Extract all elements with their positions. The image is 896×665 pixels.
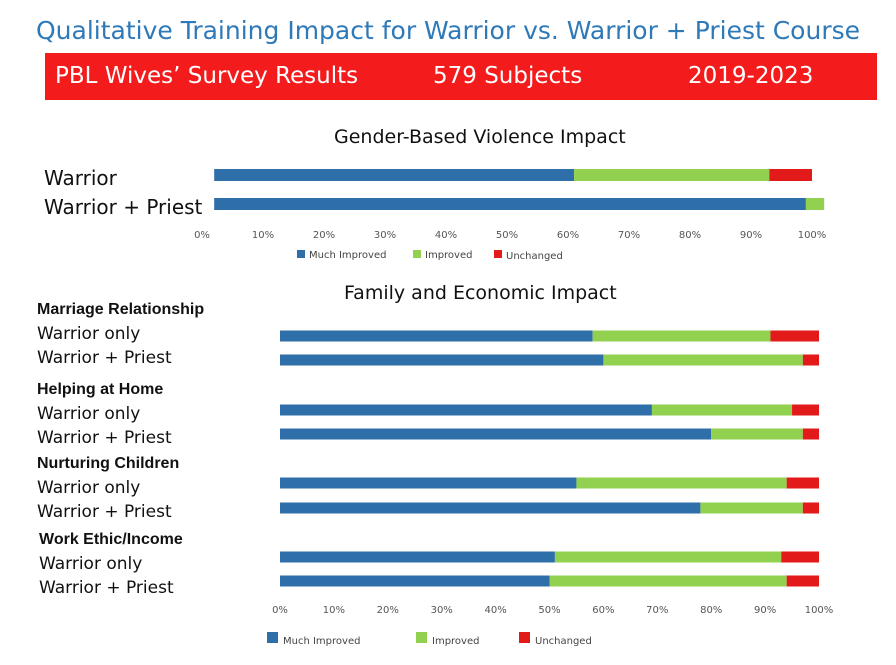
group-label: Helping at Home (37, 381, 164, 398)
banner-years: 2019-2023 (688, 63, 814, 89)
chart1-x-tick-label: 50% (496, 230, 518, 241)
chart1-x-tick-label: 40% (435, 230, 457, 241)
chart1-legend-swatch (297, 250, 305, 258)
chart2-bar-much-improved (280, 428, 712, 440)
chart2-bar-improved (700, 502, 803, 514)
group-label: Nurturing Children (37, 455, 180, 472)
chart2-bar-much-improved (280, 404, 652, 416)
chart2-bar-much-improved (280, 354, 604, 366)
chart2-bar-improved (554, 551, 782, 563)
chart2-bar-unchanged (792, 404, 819, 416)
chart2-x-tick-label: 100% (805, 605, 834, 616)
chart2-bar-much-improved (280, 502, 701, 514)
chart2-bar-improved (603, 354, 803, 366)
row-label: Warrior + Priest (37, 502, 172, 522)
chart2-bar-improved (576, 477, 787, 489)
subtitle-banner: PBL Wives’ Survey Results 579 Subjects 2… (45, 53, 877, 100)
chart1-legend-label: Unchanged (506, 251, 563, 262)
chart2-bar-much-improved (280, 575, 550, 587)
chart1-row-label: Warrior (44, 166, 117, 190)
row-label: Warrior only (37, 404, 141, 424)
chart2-x-tick-label: 50% (538, 605, 560, 616)
chart2-x-tick-label: 0% (272, 605, 288, 616)
chart1-bar-improved (805, 198, 825, 210)
chart2-bar-much-improved (280, 477, 577, 489)
chart1-x-tick-label: 10% (252, 230, 274, 241)
group-label: Marriage Relationship (37, 301, 205, 318)
chart2-bar-unchanged (802, 428, 819, 440)
row-label: Warrior only (37, 324, 141, 344)
chart1-x-tick-label: 70% (618, 230, 640, 241)
chart2-legend-label: Improved (432, 636, 479, 647)
chart2-bar-improved (549, 575, 787, 587)
chart1-row-label: Warrior + Priest (44, 195, 203, 219)
chart2-x-tick-label: 90% (754, 605, 776, 616)
chart1-x-tick-label: 20% (313, 230, 335, 241)
chart1-x-tick-label: 30% (374, 230, 396, 241)
chart2-legend-swatch (416, 632, 427, 643)
chart2-legend-label: Unchanged (535, 636, 592, 647)
row-label: Warrior only (37, 478, 141, 498)
chart2-bar-unchanged (781, 551, 819, 563)
chart1-x-tick-label: 100% (798, 230, 827, 241)
chart2-x-tick-label: 30% (431, 605, 453, 616)
chart2-title: Family and Economic Impact (344, 282, 617, 304)
chart2-legend-swatch (519, 632, 530, 643)
chart1-legend-swatch (413, 250, 421, 258)
chart1-bar-unchanged (769, 169, 812, 181)
chart2-bar-unchanged (786, 477, 819, 489)
group-label: Work Ethic/Income (39, 531, 183, 548)
main-title: Qualitative Training Impact for Warrior … (36, 16, 860, 45)
chart2-bar-improved (651, 404, 793, 416)
chart1-bar-much-improved (214, 169, 575, 181)
chart2-legend-swatch (267, 632, 278, 643)
chart1-x-tick-label: 60% (557, 230, 579, 241)
chart2-x-tick-label: 60% (592, 605, 614, 616)
chart2-bar-much-improved (280, 330, 593, 342)
chart1-title: Gender-Based Violence Impact (334, 126, 626, 148)
row-label: Warrior + Priest (39, 578, 174, 598)
chart1-legend-label: Much Improved (309, 250, 386, 261)
chart1-x-tick-label: 80% (679, 230, 701, 241)
chart2-x-tick-label: 20% (377, 605, 399, 616)
row-label: Warrior only (39, 554, 143, 574)
chart2-bar-improved (711, 428, 803, 440)
chart2-x-tick-label: 40% (484, 605, 506, 616)
banner-survey-label: PBL Wives’ Survey Results (55, 63, 359, 89)
row-label: Warrior + Priest (37, 348, 172, 368)
chart2-x-tick-label: 80% (700, 605, 722, 616)
chart2-bar-unchanged (786, 575, 819, 587)
chart1-bar-much-improved (214, 198, 806, 210)
chart2-legend-label: Much Improved (283, 636, 360, 647)
chart2-bar-much-improved (280, 551, 555, 563)
chart1-legend-swatch (494, 250, 502, 258)
chart2-bar-unchanged (802, 502, 819, 514)
chart2-x-tick-label: 10% (323, 605, 345, 616)
chart1-legend-label: Improved (425, 250, 472, 261)
chart2-bar-improved (592, 330, 771, 342)
row-label: Warrior + Priest (37, 428, 172, 448)
chart1-x-tick-label: 90% (740, 230, 762, 241)
banner-subjects: 579 Subjects (433, 63, 583, 89)
chart2-x-tick-label: 70% (646, 605, 668, 616)
chart2-bar-unchanged (770, 330, 819, 342)
chart2-bar-unchanged (802, 354, 819, 366)
chart1-bar-improved (574, 169, 770, 181)
chart1-x-tick-label: 0% (194, 230, 210, 241)
